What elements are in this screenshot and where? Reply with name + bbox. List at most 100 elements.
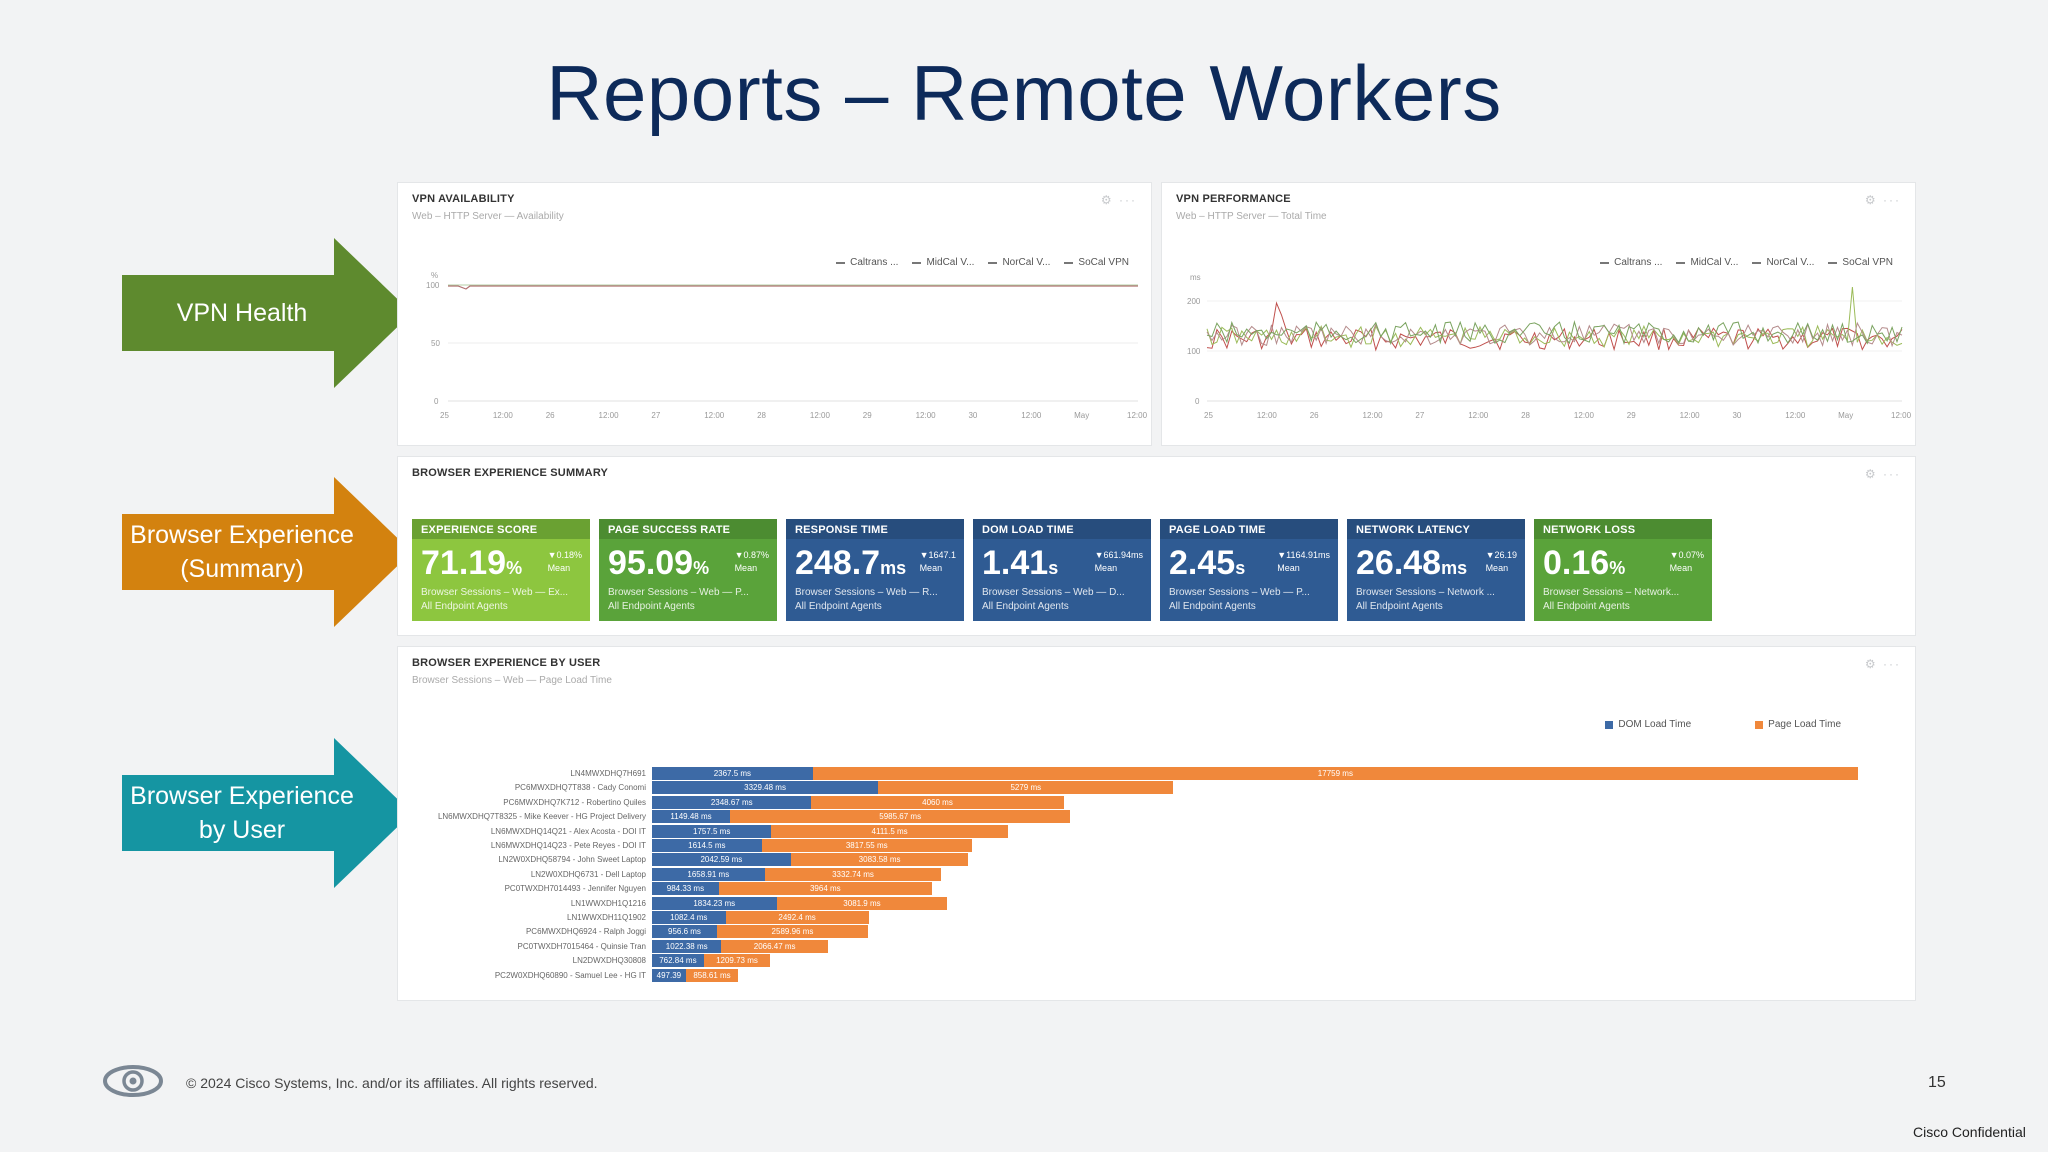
bar-chart: LN4MWXDHQ7H691 2367.5 ms 17759 ms PC6MWXDHQ…	[398, 647, 1917, 1002]
availability-series-line	[448, 286, 1138, 289]
summary-tile[interactable]: PAGE SUCCESS RATE 95.09% ▼0.87% Mean Browser…	[599, 519, 777, 621]
browser-summary-label: Browser Experience (Summary)	[122, 477, 362, 627]
page-bar-value-label: 3817.55 ms	[846, 839, 888, 852]
x-tick: 12:00	[1785, 411, 1805, 420]
tile-heading: DOM LOAD TIME	[973, 519, 1151, 539]
dom-bar-value-label: 1614.5 ms	[688, 839, 725, 852]
summary-tile[interactable]: NETWORK LATENCY 26.48ms ▼26.19 Mean Browser …	[1347, 519, 1525, 621]
page-bar-value-label: 3081.9 ms	[843, 897, 880, 910]
tile-delta: ▼1164.91ms Mean	[1277, 549, 1330, 575]
confidential-label: Cisco Confidential	[1913, 1124, 2026, 1140]
tile-agents: All Endpoint Agents	[1169, 601, 1256, 612]
x-tick: 12:00	[1127, 411, 1147, 420]
dom-bar-value-label: 984.33 ms	[667, 882, 704, 895]
x-tick: 27	[651, 411, 660, 420]
x-tick: May	[1838, 411, 1853, 420]
slide-title: Reports – Remote Workers	[0, 48, 2048, 139]
bar-category-label: LN1WWXDH1Q1216	[571, 899, 646, 908]
x-tick: 12:00	[1680, 411, 1700, 420]
x-tick: 26	[546, 411, 555, 420]
performance-line-chart	[1162, 183, 1917, 447]
browser-summary-arrow: Browser Experience (Summary)	[122, 477, 412, 627]
tile-agents: All Endpoint Agents	[421, 601, 508, 612]
tile-value: 95.09%	[608, 543, 709, 588]
tile-value: 71.19%	[421, 543, 522, 588]
tile-heading: RESPONSE TIME	[786, 519, 964, 539]
page-bar-value-label: 17759 ms	[1318, 767, 1353, 780]
bar-category-label: LN4MWXDHQ7H691	[570, 769, 646, 778]
x-tick: 12:00	[704, 411, 724, 420]
x-tick: 12:00	[1468, 411, 1488, 420]
x-tick: 26	[1310, 411, 1319, 420]
x-tick: 29	[1627, 411, 1636, 420]
panel-title: BROWSER EXPERIENCE SUMMARY	[412, 467, 608, 479]
tile-heading: NETWORK LOSS	[1534, 519, 1712, 539]
x-tick: 12:00	[916, 411, 936, 420]
dom-bar-value-label: 3329.48 ms	[744, 781, 786, 794]
summary-tiles: EXPERIENCE SCORE 71.19% ▼0.18% Mean Browser …	[412, 519, 1712, 621]
tile-value: 248.7ms	[795, 543, 906, 588]
panel-settings-icon[interactable]: ⚙ ···	[1865, 467, 1901, 481]
tile-value: 26.48ms	[1356, 543, 1467, 588]
dom-bar-value-label: 1834.23 ms	[693, 897, 735, 910]
tile-source: Browser Sessions – Web — P...	[608, 587, 749, 598]
page-bar-value-label: 2066.47 ms	[754, 940, 796, 953]
x-tick: 29	[863, 411, 872, 420]
summary-tile[interactable]: NETWORK LOSS 0.16% ▼0.07% Mean Browser Sessi…	[1534, 519, 1712, 621]
page-bar-value-label: 2589.96 ms	[772, 925, 814, 938]
bar-category-label: LN6MWXDHQ14Q21 - Alex Acosta - DOI IT	[491, 827, 646, 836]
page-bar-value-label: 1209.73 ms	[716, 954, 758, 967]
dom-bar-value-label: 1082.4 ms	[670, 911, 707, 924]
x-tick: 12:00	[1891, 411, 1911, 420]
copyright-text: © 2024 Cisco Systems, Inc. and/or its af…	[186, 1075, 598, 1091]
tile-heading: PAGE LOAD TIME	[1160, 519, 1338, 539]
tile-source: Browser Sessions – Network ...	[1356, 587, 1495, 598]
tile-agents: All Endpoint Agents	[1356, 601, 1443, 612]
page-number: 15	[1928, 1074, 1946, 1092]
page-bar-value-label: 5279 ms	[1010, 781, 1041, 794]
summary-tile[interactable]: PAGE LOAD TIME 2.45s ▼1164.91ms Mean Browser…	[1160, 519, 1338, 621]
tile-delta: ▼0.87% Mean	[735, 549, 769, 575]
tile-delta: ▼1647.1 Mean	[920, 549, 956, 575]
bar-category-label: LN2W0XDHQ6731 - Dell Laptop	[531, 870, 646, 879]
page-bar-value-label: 4060 ms	[922, 796, 953, 809]
x-tick: 28	[757, 411, 766, 420]
x-tick: 12:00	[1257, 411, 1277, 420]
tile-agents: All Endpoint Agents	[1543, 601, 1630, 612]
x-tick: 12:00	[493, 411, 513, 420]
page-load-bar[interactable]	[652, 767, 1858, 780]
summary-tile[interactable]: RESPONSE TIME 248.7ms ▼1647.1 Mean Browser S…	[786, 519, 964, 621]
tile-source: Browser Sessions – Web — Ex...	[421, 587, 568, 598]
tile-value: 1.41s	[982, 543, 1058, 588]
x-tick: 30	[968, 411, 977, 420]
x-tick: 12:00	[1574, 411, 1594, 420]
x-tick: 28	[1521, 411, 1530, 420]
tile-source: Browser Sessions – Web — R...	[795, 587, 938, 598]
browser-by-user-arrow: Browser Experience by User	[122, 738, 412, 888]
browser-summary-panel: BROWSER EXPERIENCE SUMMARY ⚙ ··· EXPERIE…	[397, 456, 1916, 636]
dom-bar-value-label: 1022.38 ms	[666, 940, 708, 953]
x-tick: 30	[1732, 411, 1741, 420]
bar-category-label: LN6MWXDHQ7T8325 - Mike Keever - HG Proje…	[438, 812, 646, 821]
tile-agents: All Endpoint Agents	[982, 601, 1069, 612]
tile-delta: ▼26.19 Mean	[1486, 549, 1517, 575]
summary-tile[interactable]: EXPERIENCE SCORE 71.19% ▼0.18% Mean Browser …	[412, 519, 590, 621]
tile-agents: All Endpoint Agents	[795, 601, 882, 612]
vpn-performance-panel: VPN PERFORMANCE Web – HTTP Server — Tota…	[1161, 182, 1916, 446]
x-tick: 12:00	[599, 411, 619, 420]
vpn-health-arrow: VPN Health	[122, 238, 412, 388]
vpn-health-label: VPN Health	[122, 238, 362, 388]
page-bar-value-label: 2492.4 ms	[778, 911, 815, 924]
eye-logo-icon	[102, 1062, 164, 1100]
bar-category-label: LN6MWXDHQ14Q23 - Pete Reyes - DOI IT	[491, 841, 646, 850]
x-tick: May	[1074, 411, 1089, 420]
summary-tile[interactable]: DOM LOAD TIME 1.41s ▼661.94ms Mean Browser S…	[973, 519, 1151, 621]
bar-category-label: PC2W0XDHQ60890 - Samuel Lee - HG IT	[495, 971, 646, 980]
tile-source: Browser Sessions – Network...	[1543, 587, 1679, 598]
dom-bar-value-label: 2042.59 ms	[700, 853, 742, 866]
availability-line-chart	[398, 183, 1153, 447]
x-tick: 25	[1204, 411, 1213, 420]
dom-bar-value-label: 1757.5 ms	[693, 825, 730, 838]
tile-value: 2.45s	[1169, 543, 1245, 588]
browser-by-user-label: Browser Experience by User	[122, 738, 362, 888]
